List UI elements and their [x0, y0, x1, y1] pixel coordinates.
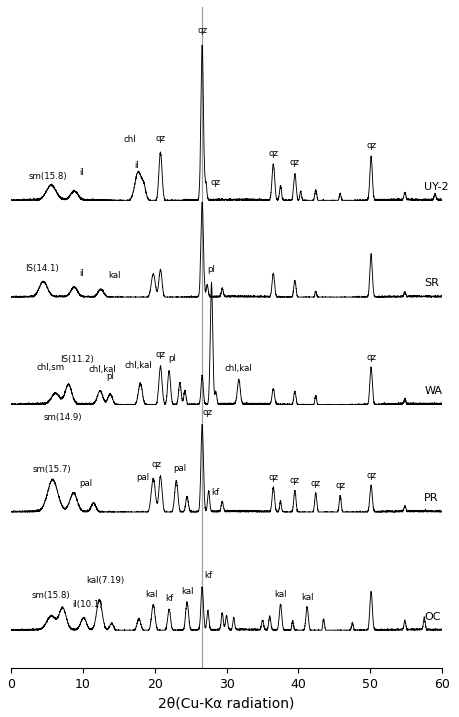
Text: pal: pal	[174, 464, 186, 473]
Text: pal: pal	[137, 473, 150, 482]
Text: IS(14.1): IS(14.1)	[25, 265, 59, 273]
Text: qz: qz	[366, 471, 376, 480]
Text: pl: pl	[106, 372, 114, 381]
Text: qz: qz	[211, 179, 221, 187]
Text: chl: chl	[123, 136, 136, 145]
Text: kal: kal	[181, 587, 193, 597]
Text: chl,kal: chl,kal	[89, 366, 116, 374]
Text: sm(14.9): sm(14.9)	[43, 413, 82, 422]
Text: qz: qz	[197, 26, 207, 34]
Text: IS(11.2): IS(11.2)	[60, 355, 94, 364]
Text: OC: OC	[424, 612, 441, 622]
Text: qz: qz	[156, 351, 165, 359]
Text: qz: qz	[290, 476, 300, 485]
Text: il: il	[79, 269, 84, 277]
Text: kal: kal	[108, 271, 121, 280]
Text: UY-2: UY-2	[424, 182, 449, 191]
Text: pl: pl	[169, 354, 177, 363]
Text: qz: qz	[202, 408, 212, 417]
Text: il: il	[134, 161, 139, 170]
Text: PR: PR	[424, 493, 439, 503]
Text: qz: qz	[151, 460, 161, 469]
X-axis label: 2θ(Cu-Kα radiation): 2θ(Cu-Kα radiation)	[158, 696, 295, 710]
Text: chl,kal: chl,kal	[124, 361, 152, 370]
Text: qz: qz	[156, 134, 165, 143]
Text: sm(15.8): sm(15.8)	[29, 172, 67, 181]
Text: qz: qz	[269, 473, 278, 482]
Text: chl,sm: chl,sm	[36, 364, 64, 372]
Text: qz: qz	[366, 353, 376, 361]
Text: kf: kf	[165, 594, 173, 603]
Text: pal: pal	[79, 480, 92, 488]
Text: SR: SR	[424, 278, 439, 288]
Text: pl: pl	[207, 265, 215, 275]
Text: il(10.1): il(10.1)	[72, 599, 102, 609]
Text: qz: qz	[335, 481, 345, 490]
Text: kf: kf	[211, 488, 219, 497]
Text: qz: qz	[269, 148, 278, 158]
Text: kal: kal	[145, 589, 157, 599]
Text: qz: qz	[366, 141, 376, 150]
Text: kf: kf	[204, 571, 213, 581]
Text: kal: kal	[274, 590, 287, 599]
Text: WA: WA	[424, 386, 442, 396]
Text: kal: kal	[301, 592, 313, 602]
Text: sm(15.8): sm(15.8)	[31, 591, 70, 600]
Text: chl,kal: chl,kal	[225, 364, 253, 373]
Text: kal(7.19): kal(7.19)	[86, 576, 124, 585]
Text: qz: qz	[290, 158, 300, 168]
Text: il: il	[79, 168, 84, 176]
Text: sm(15.7): sm(15.7)	[33, 465, 71, 475]
Text: qz: qz	[311, 479, 321, 488]
